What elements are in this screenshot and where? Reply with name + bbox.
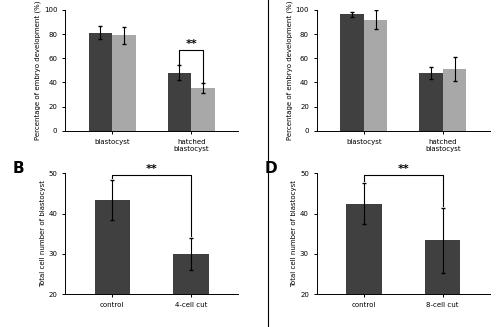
Bar <box>88 32 112 131</box>
Y-axis label: Total cell number of blastocyst: Total cell number of blastocyst <box>291 180 297 287</box>
Text: **: ** <box>186 39 197 48</box>
Bar <box>168 73 191 131</box>
Bar <box>425 240 460 327</box>
Bar <box>419 73 442 131</box>
Y-axis label: Percentage of embryo development (%): Percentage of embryo development (%) <box>34 1 41 140</box>
Text: **: ** <box>398 164 409 174</box>
Bar <box>442 69 466 131</box>
Text: D: D <box>264 161 277 176</box>
Bar <box>340 14 364 131</box>
Text: **: ** <box>146 164 158 174</box>
Bar <box>191 88 215 131</box>
Y-axis label: Percentage of embryo development (%): Percentage of embryo development (%) <box>286 1 292 140</box>
Bar <box>112 35 136 131</box>
Text: B: B <box>13 161 24 176</box>
Bar <box>346 203 382 327</box>
Y-axis label: Total cell number of blastocyst: Total cell number of blastocyst <box>40 180 46 287</box>
Bar <box>94 200 130 327</box>
Bar <box>364 20 388 131</box>
Bar <box>174 254 209 327</box>
